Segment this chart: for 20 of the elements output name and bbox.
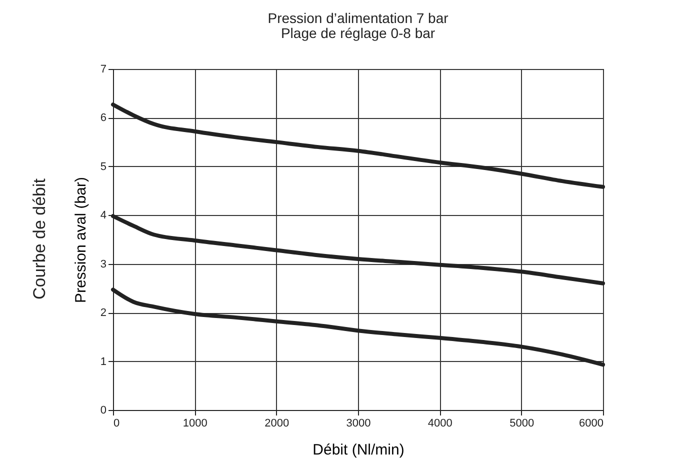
x-tick-label: 6000 — [579, 418, 604, 430]
x-tick-label: 5000 — [510, 418, 534, 430]
x-tick-label: 0 — [114, 418, 120, 430]
y-tick-label: 4 — [100, 210, 106, 222]
x-tick-label: 3000 — [346, 418, 371, 430]
y-tick-label: 2 — [100, 307, 106, 320]
y-tick-label: 1 — [100, 356, 106, 368]
y-tick-label: 7 — [100, 64, 106, 76]
y-tick-label: 3 — [100, 258, 106, 270]
chart-subtitle: Plage de réglage 0-8 bar — [280, 25, 436, 41]
text: Courbe de débit — [30, 178, 49, 300]
x-tick-label: 4000 — [428, 418, 452, 430]
y-tick-label: 6 — [100, 112, 106, 124]
x-tick-label: 2000 — [264, 418, 290, 430]
chart-title: Pression d’alimentation 7 bar — [268, 10, 449, 26]
y-axis-title: Pression aval (bar) — [72, 177, 90, 303]
y-tick-label: 0 — [100, 404, 106, 416]
y-tick-label: 5 — [100, 160, 106, 173]
x-tick-label: 1000 — [182, 418, 208, 430]
x-axis-title: Débit (Nl/min) — [312, 442, 404, 458]
